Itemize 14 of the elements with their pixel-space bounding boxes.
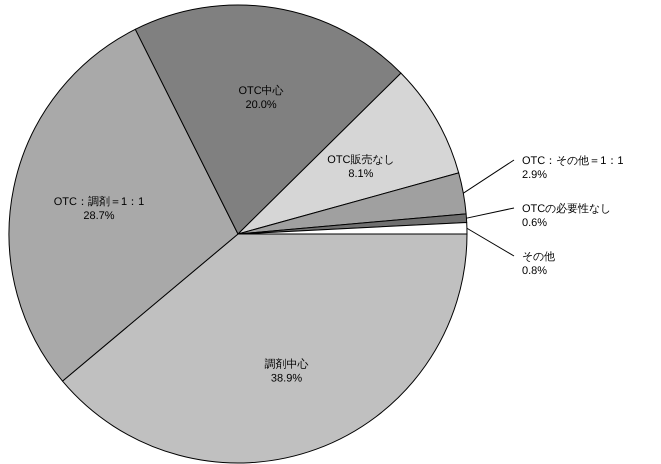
data-label: 20.0% [245, 98, 277, 111]
data-label: 28.7% [83, 210, 115, 222]
data-label: 2.9% [522, 169, 548, 181]
slice-label: OTC：調剤＝1：1 [54, 195, 144, 208]
slice-label: OTC販売なし [327, 152, 394, 166]
slice-label: OTC中心 [238, 84, 284, 97]
data-label: 0.8% [522, 265, 548, 277]
data-label: 8.1% [348, 168, 374, 180]
data-label: 38.9% [270, 372, 302, 384]
slice-label: その他 [522, 251, 555, 263]
data-label: 0.6% [522, 217, 548, 229]
slice-label: 調剤中心 [264, 357, 309, 370]
slice-label: OTC：その他＝1：1 [522, 155, 624, 167]
slice-label: OTCの必要性なし [522, 202, 612, 215]
